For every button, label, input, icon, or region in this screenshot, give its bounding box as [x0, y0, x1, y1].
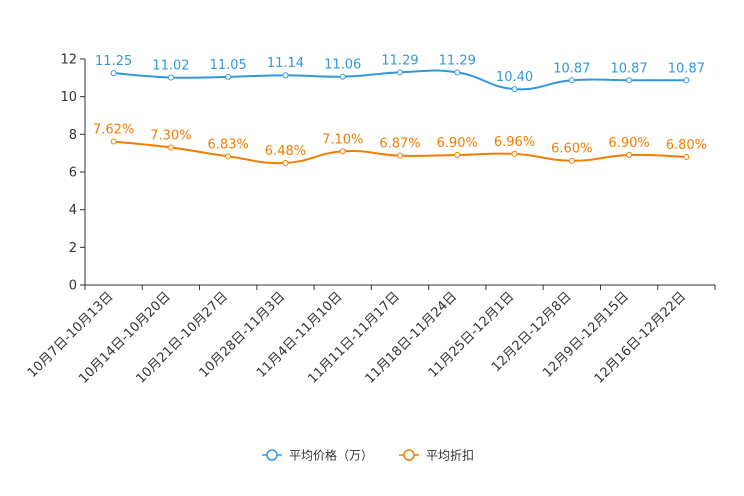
data-point[interactable] [167, 144, 174, 151]
y-tick-label: 10 [60, 90, 77, 105]
data-point[interactable] [511, 150, 518, 157]
y-tick-label: 12 [60, 53, 77, 68]
data-point[interactable] [225, 73, 232, 80]
data-point[interactable] [339, 73, 346, 80]
data-label: 7.10% [322, 132, 363, 147]
legend[interactable]: 平均价格（万） 平均折扣 [262, 448, 474, 463]
data-point[interactable] [282, 159, 289, 166]
data-label: 11.02 [152, 58, 189, 73]
data-label: 10.87 [668, 61, 705, 76]
y-tick-label: 6 [69, 166, 77, 181]
data-point[interactable] [511, 86, 518, 93]
legend-label: 平均折扣 [426, 448, 474, 463]
data-label: 6.90% [437, 136, 478, 151]
data-point[interactable] [282, 72, 289, 79]
data-label: 7.62% [93, 122, 134, 137]
data-point[interactable] [110, 70, 117, 77]
data-label: 7.30% [150, 129, 191, 144]
data-label: 11.06 [324, 58, 361, 73]
data-point[interactable] [225, 153, 232, 160]
y-tick-label: 8 [69, 128, 77, 143]
series-layer: 11.25 11.02 11.05 11.14 11.06 11.29 11.29 10.40… [93, 53, 707, 166]
data-point[interactable] [568, 157, 575, 164]
data-label: 6.96% [494, 135, 535, 150]
y-tick-label: 2 [69, 241, 77, 256]
data-point[interactable] [167, 74, 174, 81]
data-point[interactable] [683, 153, 690, 160]
data-label: 11.25 [95, 54, 132, 69]
legend-item-1[interactable]: 平均折扣 [399, 448, 474, 463]
data-point[interactable] [626, 77, 633, 84]
data-point[interactable] [110, 138, 117, 145]
data-label: 11.05 [210, 58, 247, 73]
y-tick-label: 4 [69, 203, 77, 218]
legend-marker-icon [403, 449, 415, 461]
data-label: 6.60% [551, 142, 592, 157]
series-1: 7.62% 7.30% 6.83% 6.48% 7.10% 6.87% 6.90% 6.96%… [93, 122, 707, 166]
data-label: 6.80% [666, 138, 707, 153]
data-label: 10.87 [553, 61, 590, 76]
data-label: 10.87 [610, 61, 647, 76]
data-label: 11.29 [381, 53, 418, 68]
series-0: 11.25 11.02 11.05 11.14 11.06 11.29 11.29 10.40… [95, 53, 705, 93]
data-label: 11.29 [439, 53, 476, 68]
data-point[interactable] [626, 152, 633, 159]
data-label: 6.83% [208, 137, 249, 152]
data-label: 10.40 [496, 70, 533, 85]
data-label: 6.48% [265, 144, 306, 159]
data-point[interactable] [568, 77, 575, 84]
data-label: 11.14 [267, 56, 304, 71]
axes: 02468101210月7日-10月13日10月14日-10月20日10月21日… [25, 53, 716, 387]
data-point[interactable] [683, 77, 690, 84]
legend-label: 平均价格（万） [289, 448, 373, 463]
data-label: 6.90% [608, 136, 649, 151]
data-point[interactable] [454, 152, 461, 159]
y-tick-label: 0 [69, 279, 77, 294]
legend-marker-icon [266, 449, 278, 461]
data-point[interactable] [339, 148, 346, 155]
data-point[interactable] [454, 69, 461, 76]
data-point[interactable] [397, 69, 403, 76]
legend-item-0[interactable]: 平均价格（万） [262, 448, 373, 463]
data-label: 6.87% [379, 137, 420, 152]
data-point[interactable] [397, 152, 403, 159]
